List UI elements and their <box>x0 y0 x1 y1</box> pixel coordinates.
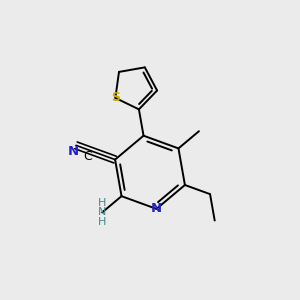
Text: N: N <box>151 202 162 215</box>
Text: C: C <box>83 150 92 163</box>
Text: N: N <box>68 145 79 158</box>
Text: S: S <box>111 92 120 104</box>
Text: H
N
H: H N H <box>98 198 106 226</box>
